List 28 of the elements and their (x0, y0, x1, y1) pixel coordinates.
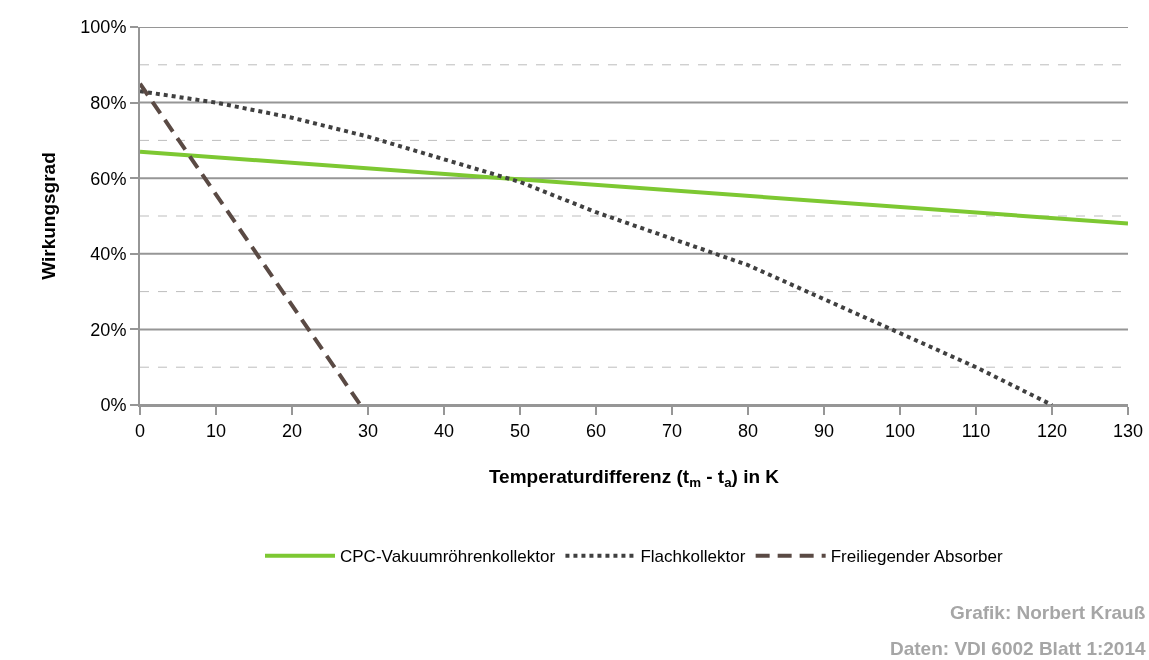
y-axis-title: Wirkungsgrad (37, 152, 59, 280)
legend-label: CPC-Vakuumröhrenkollektor (340, 547, 556, 567)
x-tick-label: 70 (661, 420, 683, 441)
x-tick-label: 110 (961, 420, 991, 441)
legend-label: Flachkollektor (640, 547, 746, 567)
text: Grafik: Norbert Krauß (950, 602, 1146, 623)
x-tick-label: 10 (205, 420, 227, 441)
legend-label: Freiliegender Absorber (830, 547, 1003, 567)
x-tick-label: 60 (585, 420, 607, 441)
y-tick-label: 60% (90, 168, 127, 189)
y-tick-label: 40% (90, 244, 127, 265)
y-tick-label: 20% (90, 319, 127, 340)
x-axis-title: Temperaturdifferenz (t$_{m}$ - t$_{a}$) in K (488, 465, 780, 490)
x-tick-label: 80 (737, 420, 759, 441)
line-series (140, 89, 1054, 405)
y-tick-label: 100% (80, 17, 127, 38)
x-tick-label: 20 (281, 420, 303, 441)
x-tick-label: 40 (433, 420, 455, 441)
text: Daten: VDI 6002 Blatt 1:2014 (890, 638, 1146, 659)
x-tick-label: 130 (1112, 420, 1144, 441)
y-tick-label: 0% (100, 395, 127, 416)
x-tick-label: 90 (813, 420, 835, 441)
x-tick-label: 50 (509, 420, 531, 441)
x-tick-label: 100 (884, 420, 916, 441)
x-tick-label: 0 (134, 420, 146, 441)
x-tick-label: 30 (357, 420, 379, 441)
x-tick-label: 120 (1036, 420, 1068, 441)
y-tick-label: 80% (90, 92, 127, 113)
